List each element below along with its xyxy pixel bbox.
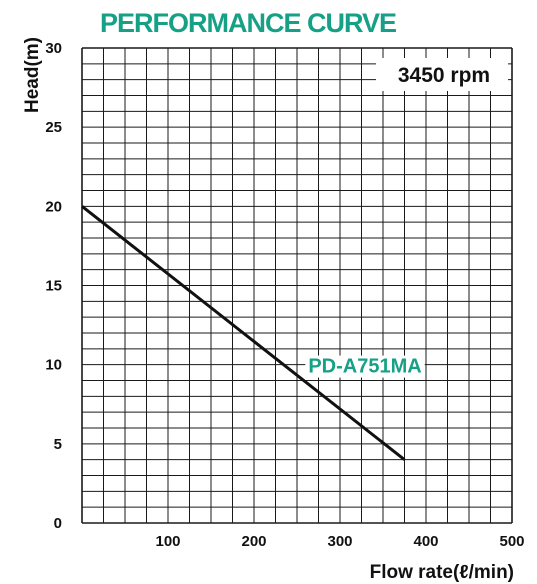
chart-title: PERFORMANCE CURVE: [100, 8, 396, 38]
x-axis-label: Flow rate(ℓ/min): [370, 562, 514, 583]
y-tick-label: 25: [45, 119, 62, 136]
series-line-0: [81, 205, 406, 461]
x-tick-label: 500: [499, 533, 524, 550]
y-tick-label: 0: [54, 515, 62, 532]
series-layer: PD-A751MA: [81, 205, 425, 461]
x-tick-label: 300: [327, 533, 352, 550]
series-label: PD-A751MA: [308, 356, 421, 378]
rpm-label: 3450 rpm: [398, 64, 490, 87]
chart-grid: [81, 47, 513, 524]
y-tick-label: 15: [45, 278, 62, 295]
y-axis-label: Head(m): [22, 37, 43, 113]
y-tick-label: 5: [54, 436, 62, 453]
x-tick-label: 400: [413, 533, 438, 550]
y-axis-ticks: 0 5 10 15 20 25 30: [45, 40, 62, 532]
x-axis-ticks: 100 200 300 400 500: [155, 533, 524, 550]
x-tick-label: 200: [241, 533, 266, 550]
x-tick-label: 100: [155, 533, 180, 550]
y-tick-label: 30: [45, 40, 62, 57]
series-label-background: [305, 355, 425, 378]
y-tick-label: 20: [45, 198, 62, 215]
y-tick-label: 10: [45, 357, 62, 374]
rpm-label-box: [376, 58, 508, 91]
